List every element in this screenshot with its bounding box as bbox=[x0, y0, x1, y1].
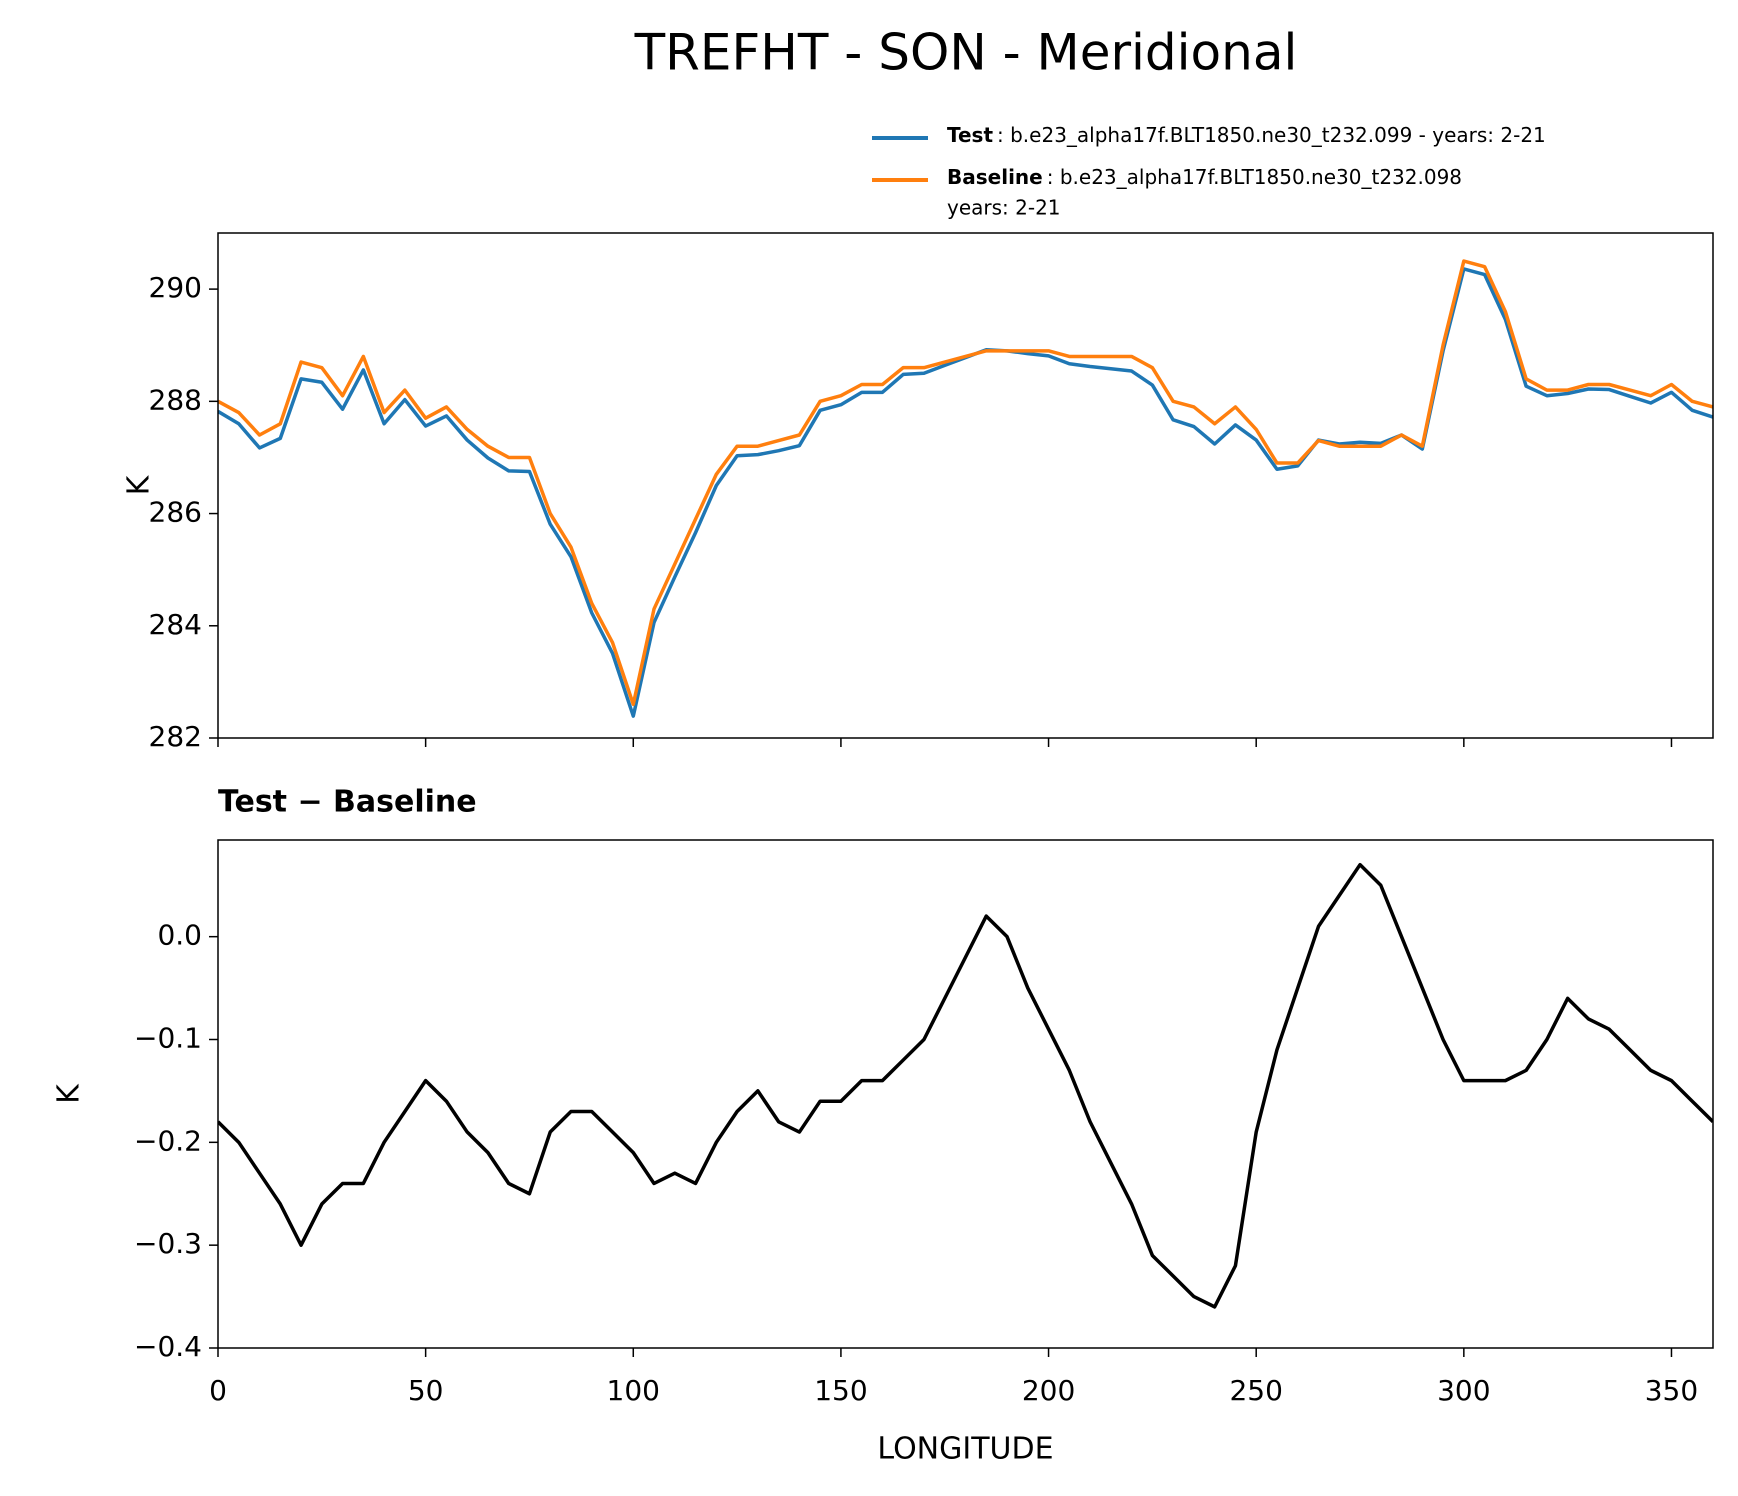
legend-label: Baseline: b.e23_alpha17f.BLT1850.ne30_t2… bbox=[947, 165, 1462, 189]
legend-text: : b.e23_alpha17f.BLT1850.ne30_t232.098 bbox=[1047, 165, 1462, 189]
x-tick-label: 100 bbox=[607, 1374, 660, 1407]
y-axis-label: K bbox=[52, 1083, 87, 1104]
axes-frame bbox=[217, 839, 1714, 1349]
x-tick-label: 150 bbox=[814, 1374, 867, 1407]
y-axis-label: K bbox=[122, 474, 157, 495]
x-tick-label: 250 bbox=[1229, 1374, 1282, 1407]
axes-frame bbox=[217, 232, 1714, 739]
x-axis-label: LONGITUDE bbox=[877, 1432, 1053, 1467]
y-tick-label: 288 bbox=[149, 383, 202, 416]
y-tick-label: −0.4 bbox=[134, 1330, 202, 1363]
x-tick-label: 350 bbox=[1645, 1374, 1698, 1407]
y-tick-label: 286 bbox=[149, 496, 202, 529]
legend-text: years: 2-21 bbox=[947, 196, 1061, 220]
series-line bbox=[218, 259, 1713, 707]
y-tick-label: −0.1 bbox=[134, 1021, 202, 1054]
y-tick-label: −0.2 bbox=[134, 1124, 202, 1157]
y-tick-label: 282 bbox=[149, 720, 202, 753]
y-tick-label: 0.0 bbox=[157, 919, 202, 952]
legend-label: Test: b.e23_alpha17f.BLT1850.ne30_t232.0… bbox=[947, 123, 1546, 147]
x-tick-label: 0 bbox=[209, 1374, 227, 1407]
y-tick-label: 284 bbox=[149, 608, 202, 641]
legend-name: Baseline bbox=[947, 165, 1043, 189]
x-tick-label: 200 bbox=[1022, 1374, 1075, 1407]
x-tick-label: 300 bbox=[1437, 1374, 1490, 1407]
legend-name: Test bbox=[947, 123, 993, 147]
chart-title: TREFHT - SON - Meridional bbox=[634, 24, 1298, 82]
y-tick-label: 290 bbox=[149, 271, 202, 304]
subplot-title: Test − Baseline bbox=[218, 785, 477, 820]
series-line bbox=[218, 862, 1713, 1309]
y-tick-label: −0.3 bbox=[134, 1227, 202, 1260]
legend-text: : b.e23_alpha17f.BLT1850.ne30_t232.099 -… bbox=[997, 123, 1546, 147]
x-tick-label: 50 bbox=[408, 1374, 444, 1407]
